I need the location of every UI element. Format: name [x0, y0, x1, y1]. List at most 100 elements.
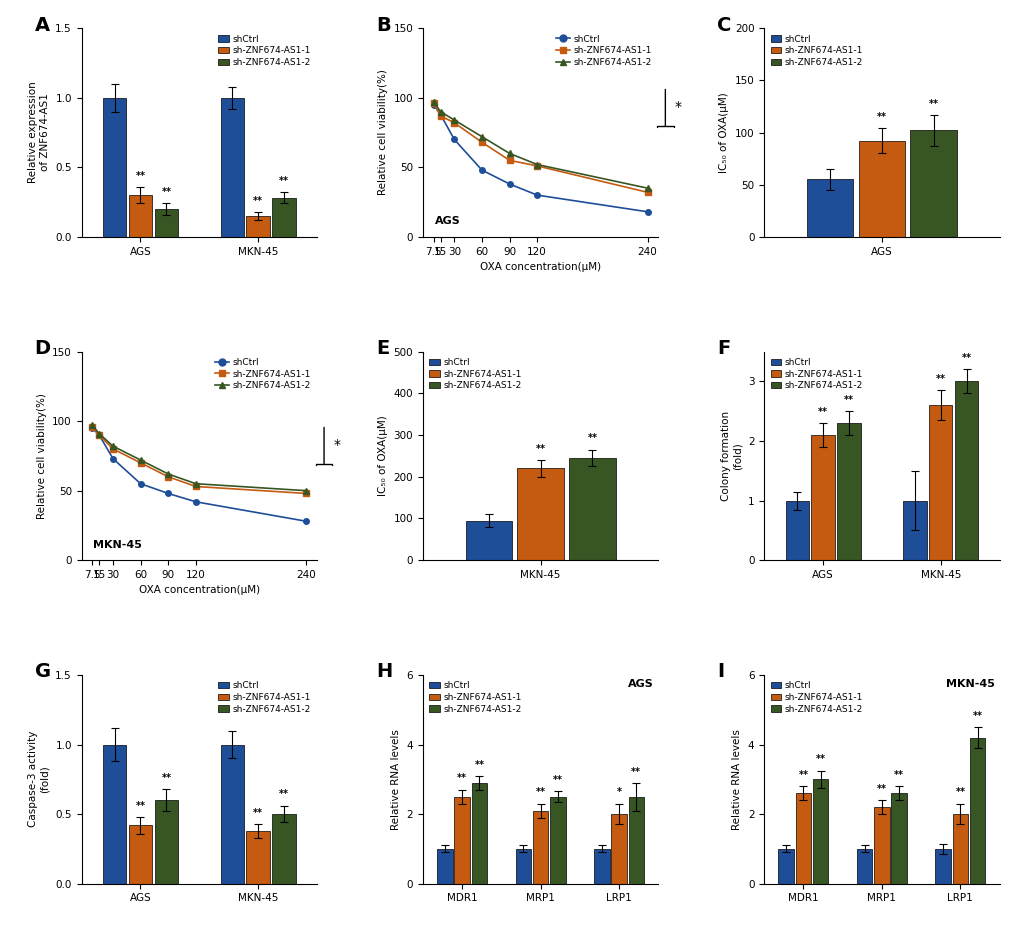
Bar [610, 814, 627, 884]
Legend: shCtrl, sh-ZNF674-AS1-1, sh-ZNF674-AS1-2: shCtrl, sh-ZNF674-AS1-1, sh-ZNF674-AS1-2 [213, 356, 312, 392]
Bar [812, 779, 827, 884]
Legend: shCtrl, sh-ZNF674-AS1-1, sh-ZNF674-AS1-2: shCtrl, sh-ZNF674-AS1-1, sh-ZNF674-AS1-2 [768, 680, 864, 715]
Legend: shCtrl, sh-ZNF674-AS1-1, sh-ZNF674-AS1-2: shCtrl, sh-ZNF674-AS1-1, sh-ZNF674-AS1-2 [554, 33, 653, 69]
Bar [272, 814, 296, 884]
Bar [903, 501, 925, 560]
Bar [247, 831, 269, 884]
Bar [837, 423, 860, 560]
Y-axis label: Relative expression
of ZNF674-AS1: Relative expression of ZNF674-AS1 [29, 82, 50, 183]
Bar [532, 810, 548, 884]
Text: **: ** [972, 711, 981, 721]
Bar [103, 98, 126, 237]
X-axis label: OXA concentration(μM): OXA concentration(μM) [480, 262, 600, 272]
Bar [910, 131, 956, 237]
Text: MKN-45: MKN-45 [94, 540, 142, 550]
Legend: shCtrl, sh-ZNF674-AS1-1, sh-ZNF674-AS1-2: shCtrl, sh-ZNF674-AS1-1, sh-ZNF674-AS1-2 [427, 680, 524, 715]
Bar [247, 216, 269, 237]
Text: **: ** [587, 433, 597, 444]
Text: **: ** [817, 407, 827, 416]
Bar [515, 849, 531, 884]
Bar [465, 521, 512, 560]
Text: *: * [615, 788, 621, 797]
Bar [806, 180, 853, 237]
Text: **: ** [136, 801, 146, 810]
Y-axis label: Caspase-3 activity
(fold): Caspase-3 activity (fold) [29, 731, 50, 827]
Text: **: ** [934, 374, 945, 384]
Text: I: I [716, 663, 723, 682]
Text: **: ** [815, 754, 825, 764]
Text: **: ** [894, 770, 903, 780]
Text: *: * [675, 101, 681, 115]
Text: AGS: AGS [434, 216, 460, 227]
Text: **: ** [876, 784, 887, 794]
Bar [128, 825, 152, 884]
Text: **: ** [798, 770, 808, 780]
Bar [810, 435, 834, 560]
Text: **: ** [843, 395, 853, 405]
Text: **: ** [279, 176, 288, 186]
Y-axis label: Relative cell viability(%): Relative cell viability(%) [37, 393, 47, 519]
Legend: shCtrl, sh-ZNF674-AS1-1, sh-ZNF674-AS1-2: shCtrl, sh-ZNF674-AS1-1, sh-ZNF674-AS1-2 [768, 33, 864, 69]
Y-axis label: Relative cell viability(%): Relative cell viability(%) [377, 70, 387, 196]
Bar [873, 807, 889, 884]
Text: A: A [35, 16, 50, 35]
Text: **: ** [279, 790, 288, 799]
Bar [928, 405, 952, 560]
Bar [954, 382, 977, 560]
Text: **: ** [457, 774, 467, 783]
Bar [785, 501, 808, 560]
Legend: shCtrl, sh-ZNF674-AS1-1, sh-ZNF674-AS1-2: shCtrl, sh-ZNF674-AS1-1, sh-ZNF674-AS1-2 [216, 33, 312, 69]
Y-axis label: IC₅₀ of OXA(μM): IC₅₀ of OXA(μM) [378, 415, 387, 496]
Y-axis label: Colony formation
(fold): Colony formation (fold) [720, 411, 742, 501]
Bar [593, 849, 609, 884]
Text: AGS: AGS [628, 679, 653, 689]
Text: **: ** [535, 788, 545, 797]
Text: G: G [35, 663, 51, 682]
Text: **: ** [161, 187, 171, 197]
Text: **: ** [955, 788, 964, 797]
Text: **: ** [136, 170, 146, 180]
Bar [569, 458, 615, 560]
Bar [549, 797, 566, 884]
Text: **: ** [927, 99, 937, 108]
Text: F: F [716, 339, 730, 358]
Text: H: H [375, 663, 391, 682]
Legend: shCtrl, sh-ZNF674-AS1-1, sh-ZNF674-AS1-2: shCtrl, sh-ZNF674-AS1-1, sh-ZNF674-AS1-2 [768, 356, 864, 392]
Bar [155, 800, 178, 884]
X-axis label: OXA concentration(μM): OXA concentration(μM) [139, 586, 260, 596]
Legend: shCtrl, sh-ZNF674-AS1-1, sh-ZNF674-AS1-2: shCtrl, sh-ZNF674-AS1-1, sh-ZNF674-AS1-2 [216, 680, 312, 715]
Bar [952, 814, 967, 884]
Legend: shCtrl, sh-ZNF674-AS1-1, sh-ZNF674-AS1-2: shCtrl, sh-ZNF674-AS1-1, sh-ZNF674-AS1-2 [427, 356, 524, 392]
Text: **: ** [876, 112, 887, 122]
Y-axis label: IC₅₀ of OXA(μM): IC₅₀ of OXA(μM) [718, 92, 729, 173]
Text: **: ** [552, 776, 562, 785]
Bar [220, 98, 244, 237]
Text: E: E [375, 339, 388, 358]
Bar [103, 744, 126, 884]
Bar [453, 797, 470, 884]
Text: B: B [375, 16, 390, 35]
Bar [155, 209, 178, 237]
Text: **: ** [535, 444, 545, 454]
Bar [272, 198, 296, 237]
Text: **: ** [474, 760, 484, 770]
Text: C: C [716, 16, 731, 35]
Text: **: ** [253, 807, 263, 818]
Bar [220, 744, 244, 884]
Bar [858, 141, 904, 237]
Bar [856, 849, 871, 884]
Bar [471, 783, 487, 884]
Bar [891, 793, 906, 884]
Bar [969, 738, 984, 884]
Bar [437, 849, 452, 884]
Bar [795, 793, 810, 884]
Text: **: ** [253, 196, 263, 206]
Text: **: ** [961, 353, 971, 363]
Bar [777, 849, 793, 884]
Bar [517, 468, 564, 560]
Text: *: * [333, 438, 340, 452]
Y-axis label: Relative RNA levels: Relative RNA levels [390, 728, 400, 830]
Text: MKN-45: MKN-45 [945, 679, 994, 689]
Bar [128, 196, 152, 237]
Text: **: ** [161, 773, 171, 783]
